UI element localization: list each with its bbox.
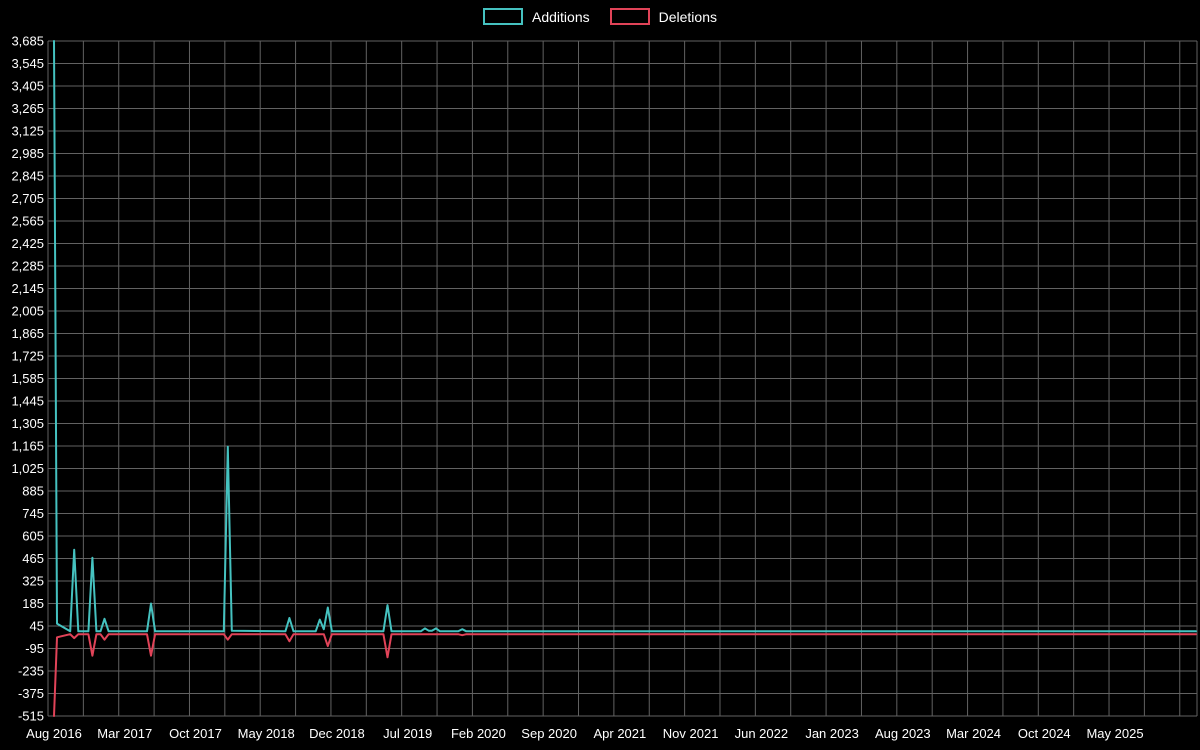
y-tick-label: 3,125	[11, 124, 44, 139]
x-tick-label: May 2018	[238, 726, 295, 741]
y-axis-labels: 3,685 3,545 3,405 3,265 3,125 2,985 2,845 2,705…	[11, 34, 44, 724]
y-tick-label: 185	[22, 596, 44, 611]
y-tick-label: 2,845	[11, 169, 44, 184]
chart-legend: Additions Deletions	[0, 8, 1200, 25]
y-tick-label: -515	[18, 709, 44, 724]
y-tick-label: 745	[22, 506, 44, 521]
y-tick-label: 1,445	[11, 394, 44, 409]
y-tick-label: 3,265	[11, 101, 44, 116]
y-tick-label: 885	[22, 484, 44, 499]
y-tick-label: 2,285	[11, 259, 44, 274]
legend-item-deletions[interactable]: Deletions	[609, 8, 717, 25]
x-tick-label: May 2025	[1086, 726, 1143, 741]
x-tick-label: Oct 2024	[1018, 726, 1071, 741]
y-tick-label: 3,545	[11, 56, 44, 71]
additions-swatch-icon	[483, 8, 524, 25]
y-tick-label: 2,985	[11, 146, 44, 161]
y-tick-label: -375	[18, 686, 44, 701]
y-tick-label: 605	[22, 529, 44, 544]
x-tick-label: Jul 2019	[383, 726, 432, 741]
x-tick-label: Oct 2017	[169, 726, 222, 741]
y-tick-label: 3,405	[11, 79, 44, 94]
x-tick-label: Feb 2020	[451, 726, 506, 741]
x-tick-label: Nov 2021	[663, 726, 719, 741]
y-tick-label: 2,005	[11, 304, 44, 319]
y-tick-label: 465	[22, 551, 44, 566]
y-tick-label: 1,865	[11, 326, 44, 341]
y-tick-label: 2,565	[11, 214, 44, 229]
y-tick-label: 2,425	[11, 236, 44, 251]
x-axis-labels: Aug 2016 Mar 2017 Oct 2017 May 2018 Dec 2018…	[26, 726, 1143, 741]
deletions-swatch-icon	[609, 8, 650, 25]
y-tick-label: 1,725	[11, 349, 44, 364]
x-tick-label: Jun 2022	[735, 726, 789, 741]
y-tick-label: 1,165	[11, 439, 44, 454]
legend-label-additions: Additions	[532, 8, 590, 25]
legend-label-deletions: Deletions	[658, 8, 717, 25]
y-tick-label: 45	[30, 619, 44, 634]
y-tick-label: -95	[25, 641, 44, 656]
x-tick-label: Aug 2023	[875, 726, 931, 741]
y-tick-label: 1,305	[11, 416, 44, 431]
y-tick-label: 325	[22, 574, 44, 589]
x-tick-label: Sep 2020	[521, 726, 577, 741]
x-tick-label: Jan 2023	[805, 726, 859, 741]
x-tick-label: Apr 2021	[593, 726, 646, 741]
y-tick-label: 3,685	[11, 34, 44, 49]
x-tick-label: Aug 2016	[26, 726, 82, 741]
x-tick-label: Mar 2017	[97, 726, 152, 741]
y-tick-label: 2,145	[11, 281, 44, 296]
legend-item-additions[interactable]: Additions	[483, 8, 590, 25]
series-line-deletions	[53, 633, 1197, 717]
series-line-additions	[53, 40, 1197, 633]
y-tick-label: 2,705	[11, 191, 44, 206]
grid	[47, 40, 1198, 717]
x-tick-label: Dec 2018	[309, 726, 365, 741]
y-tick-label: -235	[18, 664, 44, 679]
y-tick-label: 1,585	[11, 371, 44, 386]
y-tick-label: 1,025	[11, 461, 44, 476]
x-tick-label: Mar 2024	[946, 726, 1001, 741]
